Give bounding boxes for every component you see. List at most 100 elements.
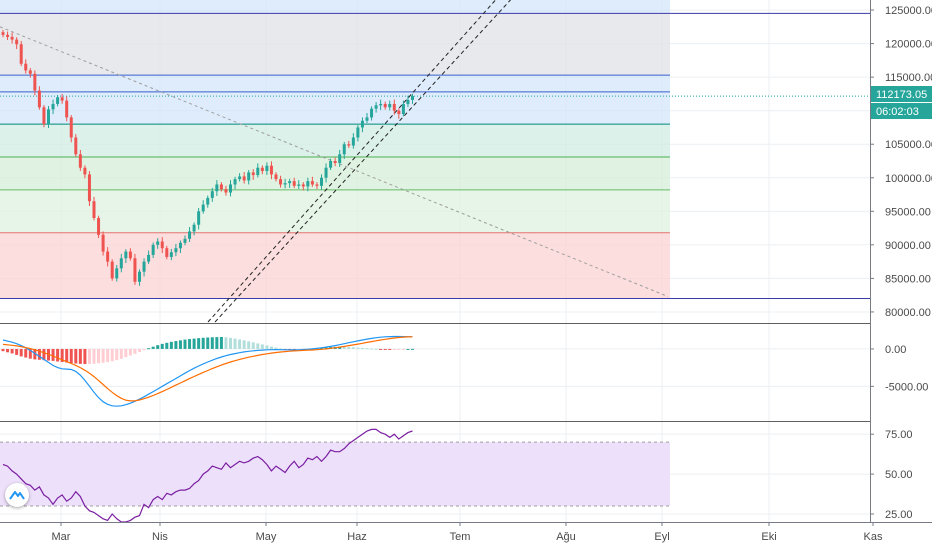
macd-histogram-bar-12 bbox=[56, 348, 60, 362]
candle-body-66 bbox=[301, 184, 305, 187]
price-tick-label-4: 105000.00 bbox=[885, 139, 932, 151]
macd-histogram-bar-21 bbox=[97, 348, 101, 364]
macd-histogram-bar-52 bbox=[238, 339, 242, 349]
macd-histogram-bar-14 bbox=[65, 348, 69, 363]
macd-histogram-bar-31 bbox=[142, 348, 146, 351]
macd-histogram-bar-57 bbox=[260, 344, 264, 349]
channel-lower-line bbox=[214, 0, 512, 323]
macd-histogram-bar-35 bbox=[160, 343, 164, 349]
macd-histogram-bar-17 bbox=[78, 348, 82, 364]
candle-body-53 bbox=[242, 176, 246, 181]
candle-body-4 bbox=[19, 44, 23, 64]
candle-body-42 bbox=[192, 224, 196, 232]
candle-body-51 bbox=[233, 179, 237, 185]
candle-body-31 bbox=[142, 261, 146, 272]
candle-body-46 bbox=[210, 191, 214, 198]
macd-histogram-bar-87 bbox=[397, 348, 401, 350]
macd-histogram-bar-83 bbox=[379, 348, 383, 350]
candle-body-5 bbox=[24, 63, 28, 71]
level-zone-2 bbox=[0, 75, 670, 92]
macd-histogram-bar-13 bbox=[60, 348, 64, 363]
macd-histogram-bar-26 bbox=[119, 348, 123, 359]
candle-body-28 bbox=[128, 251, 132, 259]
macd-histogram-bar-49 bbox=[224, 337, 228, 349]
tradingview-logo-icon[interactable] bbox=[5, 483, 29, 507]
macd-histogram-bar-40 bbox=[183, 339, 187, 349]
macd-histogram-bar-11 bbox=[51, 348, 55, 361]
candle-body-58 bbox=[265, 165, 269, 172]
macd-histogram-bar-41 bbox=[188, 339, 192, 349]
price-tick-label-9: 80000.00 bbox=[885, 307, 931, 319]
macd-histogram-bar-30 bbox=[138, 348, 141, 352]
macd-histogram-bar-47 bbox=[215, 337, 219, 349]
macd-histogram-bar-18 bbox=[83, 348, 87, 365]
time-label-7: Eki bbox=[761, 531, 776, 543]
time-label-4: Tem bbox=[450, 531, 471, 543]
macd-histogram-bar-58 bbox=[265, 345, 269, 349]
macd-histogram-bar-51 bbox=[233, 338, 237, 349]
candle-body-3 bbox=[15, 39, 19, 45]
candle-body-79 bbox=[360, 120, 364, 128]
candle-body-67 bbox=[306, 181, 310, 187]
countdown-label: 06:02:03 bbox=[876, 106, 919, 118]
candle-body-15 bbox=[69, 117, 73, 138]
candle-body-38 bbox=[174, 248, 178, 253]
macd-histogram-bar-61 bbox=[279, 348, 283, 350]
candle-body-10 bbox=[47, 109, 50, 125]
price-tick-label-8: 85000.00 bbox=[885, 273, 931, 285]
macd-histogram-bar-0 bbox=[1, 348, 5, 352]
candle-body-64 bbox=[292, 181, 296, 186]
macd-histogram-bar-48 bbox=[219, 336, 223, 349]
rsi-tick-label-0: 75.00 bbox=[885, 429, 913, 441]
macd-histogram-bar-24 bbox=[110, 348, 114, 362]
price-tick-label-6: 95000.00 bbox=[885, 206, 931, 218]
time-axis[interactable]: Mar Nis May Haz Tem Ağu Eyl Eki Kas bbox=[0, 522, 932, 543]
candle-body-74 bbox=[338, 154, 342, 164]
countdown-badge bbox=[871, 103, 932, 119]
candle-body-54 bbox=[247, 172, 251, 181]
panel-separators[interactable] bbox=[0, 323, 870, 422]
candle-body-63 bbox=[288, 181, 292, 184]
macd-histogram-bar-71 bbox=[324, 347, 328, 349]
macd-histogram-bar-20 bbox=[92, 348, 96, 364]
price-tick-label-5: 100000.00 bbox=[885, 173, 932, 185]
candle-body-1 bbox=[6, 34, 10, 37]
macd-histogram-bar-32 bbox=[147, 348, 151, 350]
macd-histogram-bar-37 bbox=[169, 341, 173, 349]
candle-body-70 bbox=[320, 177, 323, 186]
last-price-badge bbox=[871, 86, 932, 102]
macd-histogram-bar-44 bbox=[201, 337, 205, 349]
macd-histogram-bar-29 bbox=[133, 348, 137, 354]
macd-histogram-bar-50 bbox=[229, 337, 232, 349]
logo-mountain-icon bbox=[9, 491, 25, 500]
candle-body-11 bbox=[51, 103, 55, 110]
candle-body-76 bbox=[347, 144, 351, 146]
macd-histogram-bar-45 bbox=[206, 337, 210, 349]
macd-histogram-bar-15 bbox=[69, 348, 73, 364]
candle-body-34 bbox=[156, 241, 160, 245]
macd-histogram-bar-36 bbox=[165, 342, 169, 349]
candle-body-52 bbox=[238, 176, 242, 180]
macd-histogram-bar-54 bbox=[247, 341, 251, 349]
macd-histogram-bar-88 bbox=[401, 348, 405, 350]
price-axis[interactable]: 125000.00120000.00115000.00110000.001050… bbox=[870, 0, 932, 522]
macd-histogram-bar-84 bbox=[383, 348, 387, 350]
candle-body-85 bbox=[388, 103, 392, 108]
macd-line bbox=[2, 335, 413, 407]
candle-body-40 bbox=[183, 238, 187, 243]
level-zone-4 bbox=[0, 124, 670, 157]
candle-body-86 bbox=[392, 103, 396, 111]
price-tick-label-2: 115000.00 bbox=[885, 72, 932, 84]
candle-body-61 bbox=[279, 179, 283, 185]
candle-body-82 bbox=[374, 105, 378, 109]
candle-body-33 bbox=[151, 244, 155, 255]
candle-body-62 bbox=[283, 183, 287, 185]
level-zone-1 bbox=[0, 13, 670, 76]
macd-histogram-bar-22 bbox=[101, 348, 105, 363]
macd-histogram-bar-28 bbox=[128, 348, 132, 356]
macd-histogram-bar-55 bbox=[251, 342, 255, 349]
price-tick-label-0: 125000.00 bbox=[885, 5, 932, 17]
macd-histogram-bar-3 bbox=[15, 348, 19, 355]
candle-body-0 bbox=[1, 32, 5, 35]
